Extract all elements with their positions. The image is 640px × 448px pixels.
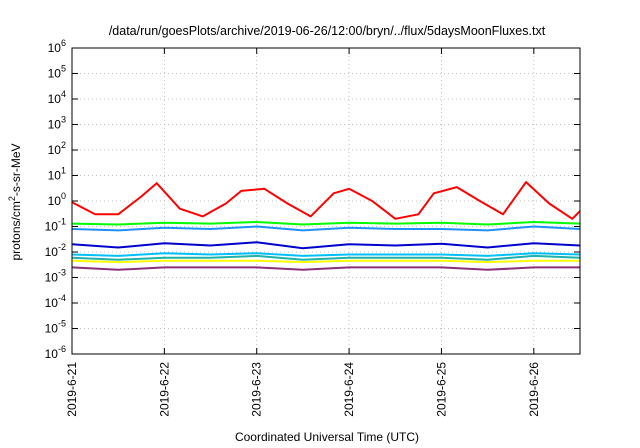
series-line bbox=[71, 221, 581, 226]
y-tick-label-exp: 3 bbox=[61, 115, 66, 125]
y-tick-label-exp: -3 bbox=[58, 268, 66, 278]
y-tick-label: 101 bbox=[48, 166, 66, 183]
y-tick-label-exp: 2 bbox=[61, 140, 66, 150]
y-tick-label-base: 10 bbox=[48, 92, 62, 106]
series-line bbox=[71, 181, 581, 220]
series-line bbox=[71, 252, 581, 257]
y-tick-label-base: 10 bbox=[48, 169, 62, 183]
y-axis-label-prefix: protons/cm bbox=[9, 201, 23, 260]
y-tick-label-exp: -5 bbox=[58, 319, 66, 329]
series-line bbox=[71, 254, 581, 261]
y-tick-label-base: 10 bbox=[45, 347, 59, 361]
y-tick-label-exp: -1 bbox=[58, 217, 66, 227]
series-line bbox=[71, 266, 580, 271]
y-tick-label-base: 10 bbox=[48, 143, 62, 157]
y-tick-label: 10-4 bbox=[45, 293, 66, 310]
y-axis-label-sup: 2 bbox=[7, 196, 17, 201]
x-tick-label: 2019-6-22 bbox=[157, 362, 171, 417]
y-tick-label: 10-6 bbox=[45, 344, 66, 361]
chart-title: /data/run/goesPlots/archive/2019-06-26/1… bbox=[109, 24, 546, 38]
y-tick-label-base: 10 bbox=[45, 245, 59, 259]
x-tick-label: 2019-6-25 bbox=[434, 362, 448, 417]
y-axis-label-suffix: -s-sr-MeV bbox=[9, 143, 23, 196]
y-tick-label-exp: -4 bbox=[58, 293, 66, 303]
y-tick-label-base: 10 bbox=[48, 194, 62, 208]
y-tick-label: 10-1 bbox=[45, 217, 66, 234]
y-tick-label-base: 10 bbox=[45, 296, 59, 310]
y-tick-label: 10-2 bbox=[45, 242, 66, 259]
y-tick-label: 10-3 bbox=[45, 268, 66, 285]
x-tick-label: 2019-6-24 bbox=[342, 362, 356, 417]
series-line bbox=[71, 225, 581, 232]
y-tick-label-base: 10 bbox=[45, 322, 59, 336]
x-axis-label: Coordinated Universal Time (UTC) bbox=[235, 430, 419, 444]
y-tick-label-base: 10 bbox=[48, 41, 62, 55]
axis-ticks: 10-610-510-410-310-210-11001011021031041… bbox=[45, 38, 580, 417]
y-axis-label-group: protons/cm2-s-sr-MeV bbox=[7, 143, 23, 260]
y-tick-label-base: 10 bbox=[45, 220, 59, 234]
x-tick-label: 2019-6-23 bbox=[250, 362, 264, 417]
y-tick-label-exp: 1 bbox=[61, 166, 66, 176]
y-tick-label: 102 bbox=[48, 140, 66, 157]
y-tick-label-exp: -2 bbox=[58, 242, 66, 252]
y-tick-label-exp: 6 bbox=[61, 38, 66, 48]
y-tick-label: 105 bbox=[48, 64, 66, 81]
series-group bbox=[71, 181, 581, 271]
y-tick-label-base: 10 bbox=[48, 118, 62, 132]
y-tick-label: 103 bbox=[48, 115, 66, 132]
y-tick-label-base: 10 bbox=[48, 67, 62, 81]
y-axis-label: protons/cm2-s-sr-MeV bbox=[7, 143, 23, 260]
x-tick-label: 2019-6-26 bbox=[527, 362, 541, 417]
x-tick-label: 2019-6-21 bbox=[65, 362, 79, 417]
y-tick-label-exp: 4 bbox=[61, 89, 66, 99]
y-tick-label: 10-5 bbox=[45, 319, 66, 336]
y-tick-label: 104 bbox=[48, 89, 66, 106]
y-tick-label: 106 bbox=[48, 38, 66, 55]
y-tick-label-exp: 0 bbox=[61, 191, 66, 201]
series-line bbox=[71, 241, 581, 250]
y-tick-label-base: 10 bbox=[45, 271, 59, 285]
y-tick-label-exp: 5 bbox=[61, 64, 66, 74]
y-tick-label: 100 bbox=[48, 191, 66, 208]
series-line bbox=[71, 259, 580, 264]
y-tick-label-exp: -6 bbox=[58, 344, 66, 354]
